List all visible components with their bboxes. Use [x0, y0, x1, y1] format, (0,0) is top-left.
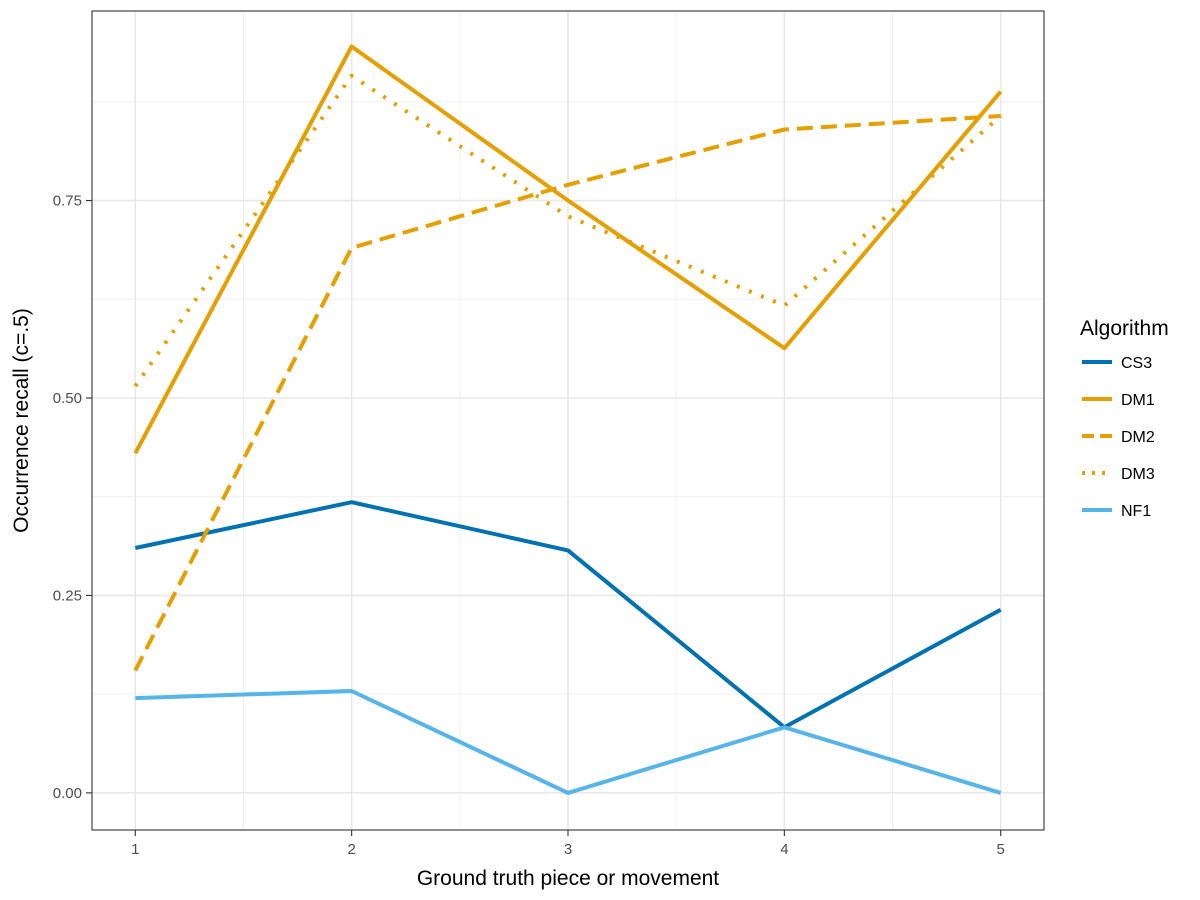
series-line-dm2: [133, 114, 1001, 672]
major-gridlines: [92, 11, 1044, 830]
x-tick-label: 4: [780, 841, 788, 858]
x-tick-label: 2: [347, 841, 355, 858]
series-lines: [133, 44, 1003, 795]
x-tick-label: 1: [131, 841, 139, 858]
y-axis: 0.00 0.25 0.50 0.75: [53, 193, 92, 802]
series-line-cs3: [134, 500, 1002, 730]
legend-label-dm1: DM1: [1121, 392, 1155, 409]
y-tick-label: 0.25: [53, 587, 82, 604]
legend: Algorithm CS3 DM1 DM2 DM3 NF1: [1080, 317, 1169, 520]
y-tick-label: 0.50: [53, 390, 82, 407]
legend-label-cs3: CS3: [1121, 355, 1152, 372]
x-axis-title: Ground truth piece or movement: [417, 867, 719, 890]
series-line-nf1: [135, 689, 1002, 795]
x-axis: 1 2 3 4 5: [131, 830, 1005, 858]
y-tick-label: 0.75: [53, 193, 82, 210]
legend-label-dm2: DM2: [1121, 429, 1155, 446]
y-tick-label: 0.00: [53, 785, 82, 802]
legend-title: Algorithm: [1080, 317, 1169, 340]
legend-label-nf1: NF1: [1121, 503, 1151, 520]
legend-label-dm3: DM3: [1121, 466, 1155, 483]
x-tick-label: 5: [997, 841, 1005, 858]
x-tick-label: 3: [564, 841, 572, 858]
y-axis-title: Occurrence recall (c=.5): [10, 308, 33, 533]
